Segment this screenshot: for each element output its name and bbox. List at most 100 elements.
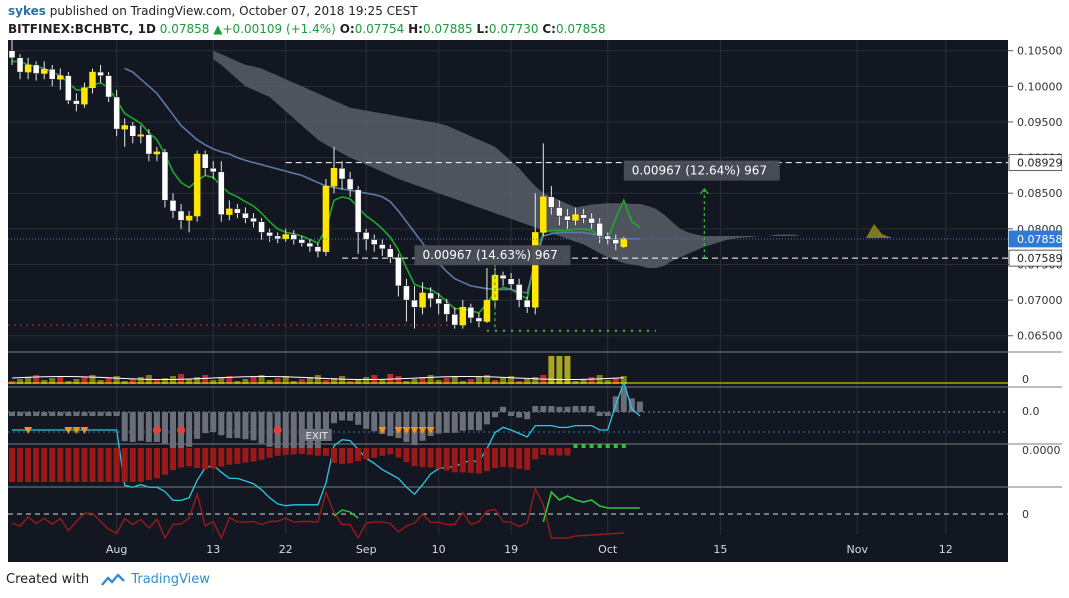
candle xyxy=(185,211,193,233)
candle-body xyxy=(523,299,531,308)
osc-bar xyxy=(17,412,24,416)
volume-bar xyxy=(153,380,160,384)
osc-bar xyxy=(161,412,168,444)
osc-bar xyxy=(49,412,56,416)
candle-body xyxy=(201,153,209,169)
candle xyxy=(330,146,338,194)
price-tick-label: 0.09500 xyxy=(1017,116,1062,129)
volume-bar xyxy=(129,379,136,384)
hist-bar xyxy=(379,448,386,456)
osc-bar xyxy=(137,412,144,441)
candle-body xyxy=(338,168,346,180)
volume-bar xyxy=(298,379,305,384)
hist-bar xyxy=(500,448,507,467)
hist-bar xyxy=(483,448,490,472)
osc-bar xyxy=(588,406,595,412)
symbol-label: BITFINEX:BCHBTC, 1D xyxy=(8,22,156,36)
hist-bar xyxy=(395,448,402,458)
volume-bar xyxy=(483,375,490,384)
osc-bar xyxy=(516,412,523,418)
volume-bar xyxy=(25,377,32,384)
candle-body xyxy=(540,196,547,233)
candle-body xyxy=(459,306,467,326)
candle-body xyxy=(137,134,145,137)
hist-bar xyxy=(355,448,362,462)
osc-bar xyxy=(41,412,48,416)
candle-body xyxy=(556,207,563,217)
candle-body xyxy=(483,299,491,322)
price-chart[interactable]: 0.105000.100000.095000.090000.085000.080… xyxy=(8,40,1062,562)
measure-label: 0.00967 (14.63%) 967 xyxy=(423,248,558,262)
candle xyxy=(483,268,491,323)
candle-body xyxy=(443,303,450,315)
volume-bar xyxy=(411,379,418,384)
osc-bar xyxy=(242,412,249,440)
hist-bar xyxy=(41,448,48,482)
price-tick-label: 0.07000 xyxy=(1017,294,1062,307)
author-name[interactable]: sykes xyxy=(8,4,46,18)
volume-bar xyxy=(105,378,112,384)
candle-body xyxy=(185,215,193,221)
candle xyxy=(266,228,273,242)
sell-signal-icon xyxy=(394,427,403,434)
osc-bar xyxy=(443,412,450,433)
hist-bar xyxy=(290,448,297,455)
candle xyxy=(427,287,434,308)
price-change: +0.00109 (+1.4%) xyxy=(222,22,336,36)
candle xyxy=(395,253,402,297)
candle xyxy=(564,208,571,229)
candle-body xyxy=(379,244,386,250)
volume-bar xyxy=(395,376,402,384)
hist-bar xyxy=(129,448,136,482)
candle xyxy=(40,61,48,80)
osc-bar xyxy=(145,412,152,442)
candle xyxy=(282,228,289,242)
candle-body xyxy=(491,274,499,301)
candle-body xyxy=(620,238,628,247)
hist-bar xyxy=(597,444,602,448)
candle xyxy=(177,203,185,229)
candle xyxy=(604,232,611,245)
volume-bar xyxy=(41,380,48,384)
candle xyxy=(515,278,523,308)
candle-body xyxy=(612,239,619,245)
candle-body xyxy=(564,215,571,221)
volume-ma-line xyxy=(11,376,624,381)
candle-body xyxy=(218,171,225,215)
signal-dot-icon xyxy=(152,426,161,434)
candle xyxy=(226,200,233,221)
candle-body xyxy=(210,168,217,173)
hist-bar xyxy=(298,448,305,454)
volume-bar xyxy=(548,356,555,384)
candle xyxy=(161,149,169,208)
candle-body xyxy=(73,100,80,105)
osc-bar xyxy=(234,412,241,438)
candle xyxy=(121,118,128,147)
osc-bar xyxy=(97,412,104,416)
time-tick-label: 12 xyxy=(939,543,953,556)
candle-body xyxy=(290,234,297,240)
hist-bar xyxy=(33,448,40,482)
high-value: 0.07885 xyxy=(422,22,473,36)
tradingview-link[interactable]: TradingView xyxy=(131,572,210,587)
candle xyxy=(298,235,306,247)
candle-body xyxy=(274,235,281,240)
candle-body xyxy=(129,125,136,137)
volume-bar xyxy=(451,376,458,384)
publish-line: sykes published on TradingView.com, Octo… xyxy=(8,4,418,18)
candle xyxy=(354,186,362,254)
time-tick-label: Sep xyxy=(356,543,377,556)
candle xyxy=(306,239,314,252)
time-tick-label: 10 xyxy=(432,543,446,556)
candle-body xyxy=(515,284,523,301)
volume-bar xyxy=(331,378,337,384)
candle-body xyxy=(532,232,539,308)
candle-body xyxy=(226,208,233,215)
candle xyxy=(459,300,467,329)
candle-body xyxy=(387,248,394,258)
osc-bar xyxy=(339,412,346,421)
candle xyxy=(113,89,120,137)
open-label: O: xyxy=(339,22,355,36)
osc-bar xyxy=(33,412,40,416)
hist-bar xyxy=(371,448,378,458)
